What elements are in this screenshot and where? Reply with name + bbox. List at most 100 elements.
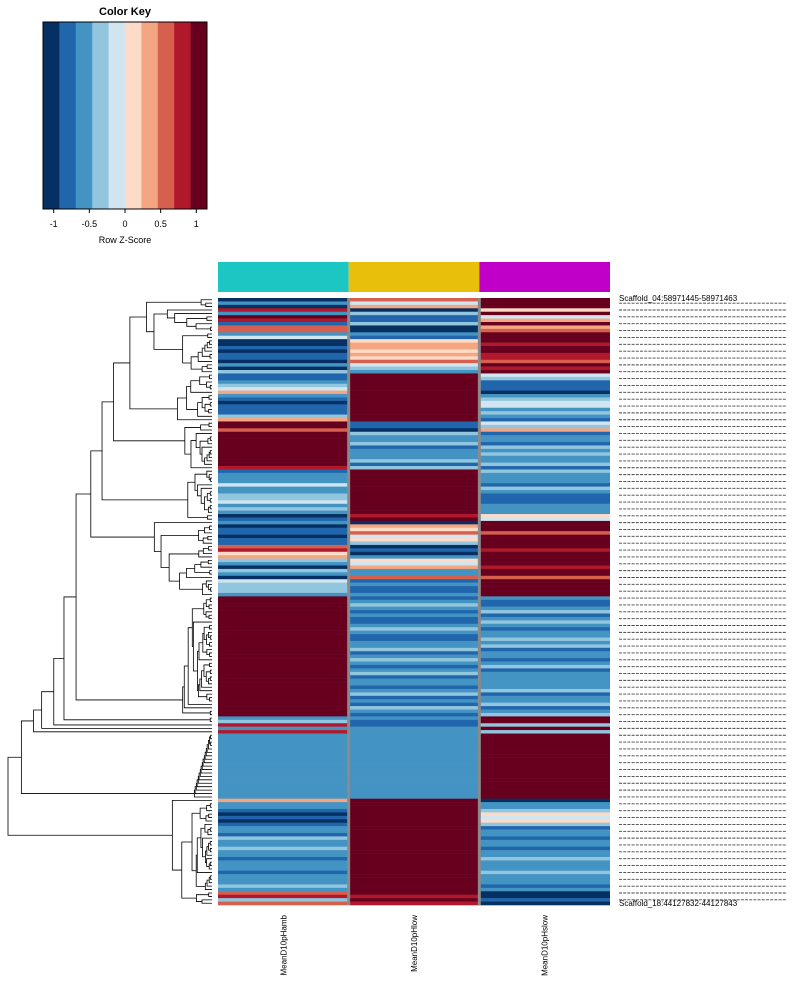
heatmap-cell (479, 740, 610, 745)
heatmap-cell (479, 757, 610, 762)
heatmap-cell (348, 688, 480, 693)
dendrogram-branch (160, 535, 199, 568)
color-key-swatch (59, 22, 77, 209)
heatmap-cell (348, 832, 480, 837)
heatmap-cell (218, 548, 349, 553)
heatmap-cell (348, 373, 480, 378)
heatmap-cell (479, 815, 610, 820)
heatmap-cell (218, 726, 349, 731)
heatmap-cell (348, 414, 480, 419)
dendrogram-branch (209, 652, 212, 657)
heatmap-cell (479, 534, 610, 539)
dendrogram-branch (192, 621, 212, 672)
heatmap-cell (218, 819, 349, 823)
heatmap-cell (218, 483, 349, 487)
heatmap-cell (218, 647, 349, 652)
heatmap-cell (348, 304, 480, 309)
row-label: Scaffold_18:44127832-44127843 (619, 899, 738, 908)
heatmap-cell (348, 606, 480, 611)
heatmap-cell (479, 716, 610, 721)
heatmap-cell (479, 466, 610, 470)
dendrogram-branch (209, 676, 212, 681)
heatmap-cell (348, 623, 480, 628)
heatmap-cell (218, 791, 349, 796)
heatmap-cell (348, 640, 480, 645)
heatmap-cell (479, 486, 610, 491)
heatmap-cell (348, 901, 480, 906)
dendrogram-branch (75, 493, 183, 701)
heatmap-cell (348, 630, 480, 635)
column-side-color (479, 262, 610, 292)
heatmap-cell (218, 640, 349, 645)
dendrogram-branch (206, 493, 211, 501)
heatmap-cell (348, 411, 480, 415)
dendrogram-branch (208, 631, 212, 638)
color-key-swatch (108, 22, 126, 209)
dendrogram-branch (201, 347, 210, 357)
heatmap-cell (218, 798, 349, 803)
heatmap-cell (479, 884, 610, 889)
dendrogram-branch (204, 344, 212, 352)
heatmap-cell (348, 812, 480, 817)
heatmap-cell (218, 404, 349, 409)
heatmap-cell (348, 510, 480, 515)
heatmap-cell (218, 304, 349, 309)
heatmap-cell (348, 894, 480, 899)
dendrogram-branch (210, 326, 212, 331)
dendrogram-branch (41, 691, 212, 729)
heatmap-cell (479, 407, 610, 412)
dendrogram-branch (153, 522, 212, 552)
heatmap-cell (218, 784, 349, 789)
dendrogram-branch (206, 634, 210, 645)
heatmap-cell (218, 301, 349, 306)
heatmap-cell (479, 452, 610, 457)
heatmap-cell (479, 877, 610, 882)
heatmap-cell (479, 644, 610, 649)
heatmap-cell (479, 774, 610, 779)
heatmap-cell (479, 376, 610, 381)
heatmap-cell (218, 318, 349, 323)
heatmap-cell (479, 719, 610, 724)
heatmap-cell (348, 661, 480, 666)
dendrogram-branch (208, 678, 212, 685)
heatmap-cell (348, 716, 480, 721)
heatmap-cell (479, 675, 610, 679)
heatmap-cell (218, 363, 349, 367)
dendrogram-branch (199, 440, 208, 455)
heatmap-cell (348, 582, 480, 587)
heatmap-cell (479, 853, 610, 858)
heatmap-cell (218, 356, 349, 361)
heatmap-cell (348, 363, 480, 367)
heatmap-cell (479, 507, 610, 511)
heatmap-cell (348, 692, 480, 697)
dendrogram-branch (207, 829, 212, 836)
heatmap-cell (218, 805, 349, 810)
heatmap-cell (218, 802, 349, 806)
dendrogram-branch (33, 709, 212, 733)
heatmap-cell (479, 301, 610, 306)
heatmap-cell (218, 579, 349, 583)
heatmap-cell (348, 301, 480, 306)
dendrogram-branch (208, 546, 212, 551)
heatmap-cell (218, 541, 349, 546)
heatmap-cell (479, 723, 610, 727)
dendrogram-branch (209, 662, 212, 668)
heatmap-cell (218, 627, 349, 631)
heatmap-cell (479, 678, 610, 683)
heatmap-cell (218, 387, 349, 391)
heatmap-cell (348, 819, 480, 823)
heatmap-cell (479, 894, 610, 899)
heatmap-cell (348, 459, 480, 463)
heatmap-cell (218, 863, 349, 868)
dendrogram-branch (203, 664, 210, 677)
heatmap-cell (348, 541, 480, 546)
heatmap-cell (218, 394, 349, 398)
heatmap-cell (348, 620, 480, 625)
heatmap-cell (348, 431, 480, 436)
dendrogram-branch (208, 842, 211, 851)
heatmap-cell (479, 514, 610, 518)
heatmap-cell (348, 596, 480, 601)
heatmap-cell (479, 634, 610, 638)
heatmap-cells (218, 298, 610, 906)
